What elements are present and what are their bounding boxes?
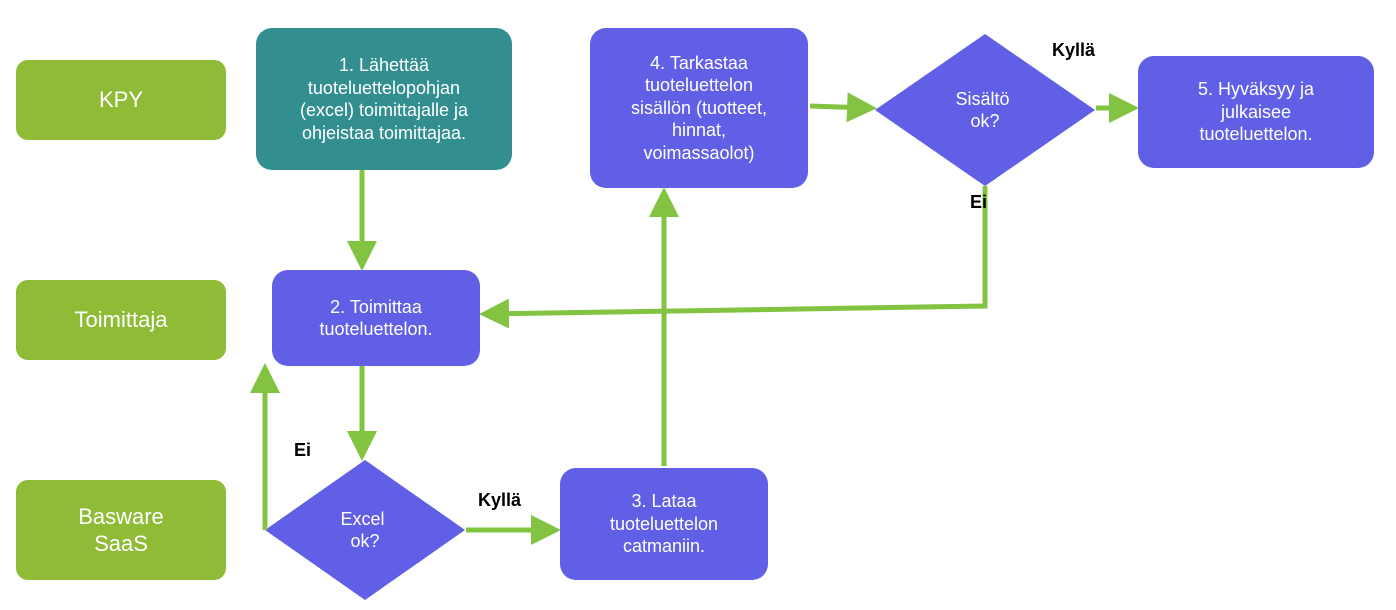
decision-content-line2: ok? [970, 111, 999, 131]
node-4-review-content: 4. Tarkastaatuoteluettelonsisällön (tuot… [590, 28, 808, 188]
label-d2-yes: Kyllä [1052, 40, 1095, 61]
edge-d2-no [488, 186, 985, 314]
node-2-label: 2. Toimittaatuoteluettelon. [319, 296, 432, 341]
decision-excel-line2: ok? [350, 531, 379, 551]
node-5-label: 5. Hyväksyy jajulkaiseetuoteluettelon. [1198, 78, 1314, 146]
label-d2-no: Ei [970, 192, 987, 213]
node-3-load-catman: 3. Lataatuoteluetteloncatmaniin. [560, 468, 768, 580]
lane-basware: BaswareSaaS [16, 480, 226, 580]
node-2-deliver-catalog: 2. Toimittaatuoteluettelon. [272, 270, 480, 366]
decision-excel-ok: Excel ok? [265, 460, 465, 600]
node-1-label: 1. Lähettäätuoteluettelopohjan(excel) to… [300, 54, 468, 144]
node-4-label: 4. Tarkastaatuoteluettelonsisällön (tuot… [631, 52, 767, 165]
edge-4-to-d2 [810, 106, 868, 108]
lane-kpy: KPY [16, 60, 226, 140]
lane-kpy-label: KPY [99, 86, 143, 114]
decision-content-line1: Sisältö [955, 89, 1009, 109]
label-d1-yes: Kyllä [478, 490, 521, 511]
lane-toimittaja-label: Toimittaja [75, 306, 168, 334]
lane-basware-label: BaswareSaaS [78, 503, 164, 558]
label-d1-no: Ei [294, 440, 311, 461]
decision-excel-line1: Excel [340, 509, 384, 529]
node-5-approve-publish: 5. Hyväksyy jajulkaiseetuoteluettelon. [1138, 56, 1374, 168]
node-1-send-template: 1. Lähettäätuoteluettelopohjan(excel) to… [256, 28, 512, 170]
node-3-label: 3. Lataatuoteluetteloncatmaniin. [610, 490, 718, 558]
lane-toimittaja: Toimittaja [16, 280, 226, 360]
